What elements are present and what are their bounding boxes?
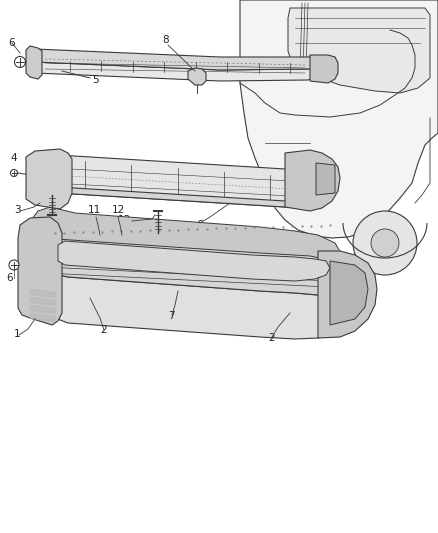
Text: 6: 6	[196, 220, 203, 230]
Polygon shape	[35, 62, 320, 81]
Polygon shape	[26, 149, 72, 209]
Polygon shape	[30, 227, 345, 305]
Polygon shape	[285, 150, 340, 211]
Polygon shape	[32, 207, 342, 267]
Polygon shape	[46, 155, 305, 207]
Text: 1: 1	[14, 329, 21, 339]
Polygon shape	[26, 46, 42, 79]
Circle shape	[11, 169, 18, 176]
Circle shape	[353, 211, 417, 275]
Circle shape	[371, 229, 399, 257]
Polygon shape	[18, 217, 62, 325]
Polygon shape	[316, 163, 335, 195]
Polygon shape	[310, 55, 338, 83]
Polygon shape	[58, 241, 330, 281]
Text: 2: 2	[268, 333, 275, 343]
Text: 3: 3	[14, 205, 21, 215]
Polygon shape	[32, 49, 322, 70]
Circle shape	[14, 56, 25, 68]
Polygon shape	[240, 0, 438, 238]
Text: 8: 8	[162, 35, 169, 45]
Text: 12: 12	[112, 205, 125, 215]
Text: 2: 2	[100, 325, 106, 335]
Text: 6: 6	[9, 38, 15, 48]
Polygon shape	[38, 271, 342, 339]
Polygon shape	[188, 68, 206, 85]
Text: 4: 4	[11, 153, 18, 163]
Text: 6: 6	[7, 273, 13, 283]
Text: 5: 5	[92, 75, 99, 85]
Polygon shape	[46, 183, 305, 207]
Text: 11: 11	[88, 205, 101, 215]
Text: 7: 7	[168, 311, 175, 321]
Text: 13: 13	[118, 215, 131, 225]
Circle shape	[9, 260, 19, 270]
Polygon shape	[330, 261, 368, 325]
Polygon shape	[288, 8, 430, 93]
Polygon shape	[318, 251, 377, 338]
Text: 4: 4	[41, 183, 47, 193]
